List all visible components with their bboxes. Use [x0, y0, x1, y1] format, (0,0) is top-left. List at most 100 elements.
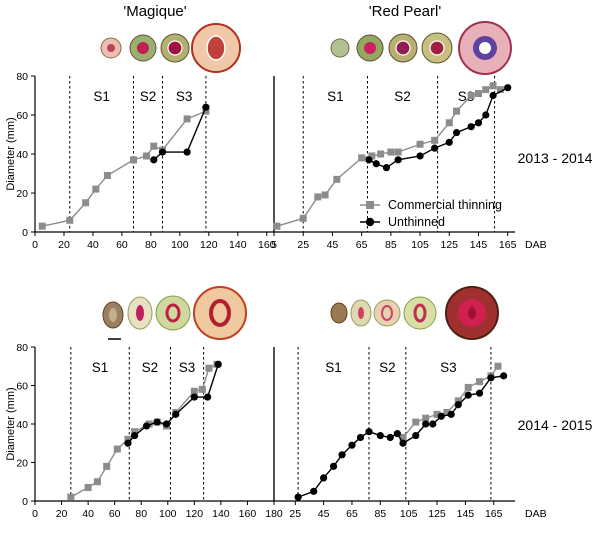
y-tick-label: 20 — [16, 188, 28, 200]
series-line-unthinned — [368, 87, 509, 169]
data-point-unthinned — [338, 451, 346, 459]
x-axis-label: DAB — [525, 508, 547, 520]
x-tick-label: 60 — [116, 239, 128, 251]
data-point-unthinned — [204, 393, 212, 401]
x-tick-label: 105 — [411, 239, 429, 251]
y-axis-label: Diameter (mm) — [5, 387, 17, 460]
data-point-commercial — [454, 397, 462, 405]
data-point-commercial — [394, 148, 402, 156]
data-point-unthinned — [124, 439, 132, 447]
data-point-unthinned — [365, 156, 373, 164]
y-axis-label: Diameter (mm) — [5, 117, 17, 190]
data-point-unthinned — [183, 148, 191, 156]
data-point-unthinned — [348, 441, 356, 449]
data-point-unthinned — [445, 138, 453, 146]
x-tick-label: 145 — [457, 508, 475, 520]
data-point-commercial — [273, 222, 281, 230]
data-point-commercial — [314, 193, 322, 201]
y-tick-label: 0 — [22, 227, 28, 239]
stage-label: S2 — [379, 360, 396, 375]
data-point-unthinned — [500, 372, 508, 380]
data-point-commercial — [433, 410, 441, 418]
data-point-unthinned — [454, 401, 462, 409]
data-point-unthinned — [142, 422, 151, 430]
data-point-commercial — [113, 445, 121, 453]
x-tick-label: 60 — [109, 508, 121, 520]
stage-label: S2 — [140, 89, 157, 104]
x-tick-label: 45 — [318, 508, 330, 520]
y-tick-label: 20 — [16, 458, 28, 470]
data-point-commercial — [476, 378, 484, 386]
data-point-unthinned — [365, 428, 373, 436]
stage-label: S3 — [176, 89, 193, 104]
legend-marker-square — [366, 201, 374, 209]
data-point-unthinned — [172, 410, 180, 418]
stage-label: S3 — [179, 360, 196, 375]
data-point-commercial — [66, 216, 74, 224]
data-point-unthinned — [372, 160, 380, 168]
data-point-unthinned — [153, 418, 161, 426]
data-point-unthinned — [474, 119, 483, 127]
panel-3: 25 45 65 85 105 125 145 165 DAB S1 S2 S3 — [273, 347, 547, 520]
y-tick-label: 0 — [22, 496, 28, 508]
x-tick-label: 80 — [145, 239, 157, 251]
x-tick-label: 160 — [258, 239, 276, 251]
data-point-commercial — [82, 199, 90, 207]
data-point-unthinned — [329, 462, 338, 470]
data-point-commercial — [377, 150, 385, 158]
x-tick-label: 0 — [32, 239, 38, 251]
x-tick-label: 120 — [200, 239, 218, 251]
x-tick-label: 125 — [441, 239, 459, 251]
data-point-unthinned — [214, 360, 222, 368]
data-point-commercial — [190, 387, 198, 395]
y-tick-label: 40 — [16, 419, 28, 431]
y-tick-label: 60 — [16, 381, 28, 393]
data-point-unthinned — [320, 474, 328, 482]
stage-label: S3 — [440, 360, 457, 375]
x-tick-label: 100 — [171, 239, 189, 251]
x-tick-label: 45 — [327, 239, 339, 251]
data-point-commercial — [84, 484, 92, 492]
data-point-commercial — [198, 385, 206, 393]
data-point-unthinned — [310, 487, 318, 495]
series-line-commercial — [70, 363, 218, 498]
data-point-commercial — [387, 148, 395, 156]
data-point-commercial — [92, 185, 100, 193]
data-point-commercial — [443, 408, 451, 416]
data-point-commercial — [103, 462, 111, 470]
legend-label-commercial: Commercial thinning — [388, 198, 502, 212]
x-tick-label: 105 — [400, 508, 418, 520]
fruit-images-magique-2014 — [102, 286, 247, 340]
x-tick-label: 85 — [374, 508, 386, 520]
data-point-unthinned — [489, 91, 497, 100]
data-point-commercial — [38, 222, 46, 230]
data-point-commercial — [453, 107, 461, 115]
stage-label: S1 — [93, 89, 110, 104]
fruit-images-redpearl-2014 — [330, 286, 499, 340]
data-point-unthinned — [393, 430, 401, 438]
x-axis-label: DAB — [525, 239, 547, 251]
data-point-unthinned — [158, 148, 167, 156]
data-point-unthinned — [412, 431, 420, 440]
data-point-unthinned — [452, 128, 461, 137]
data-point-commercial — [416, 140, 424, 148]
legend-label-unthinned: Unthinned — [388, 215, 445, 229]
x-tick-label: 160 — [239, 508, 257, 520]
x-tick-label: 20 — [58, 239, 70, 251]
data-point-commercial — [422, 414, 430, 422]
x-tick-label: 180 — [265, 508, 283, 520]
data-point-unthinned — [382, 164, 391, 172]
data-point-commercial — [399, 433, 407, 441]
data-point-commercial — [202, 107, 210, 115]
x-tick-label: 140 — [229, 239, 247, 251]
data-point-commercial — [333, 175, 341, 183]
data-point-commercial — [482, 86, 490, 94]
series-line-unthinned — [127, 364, 219, 444]
x-tick-label: 65 — [346, 508, 358, 520]
data-point-unthinned — [422, 420, 430, 428]
fruit-images-redpearl-2013 — [330, 21, 512, 75]
title-red-pearl: 'Red Pearl' — [369, 3, 442, 20]
data-point-unthinned — [467, 123, 475, 131]
